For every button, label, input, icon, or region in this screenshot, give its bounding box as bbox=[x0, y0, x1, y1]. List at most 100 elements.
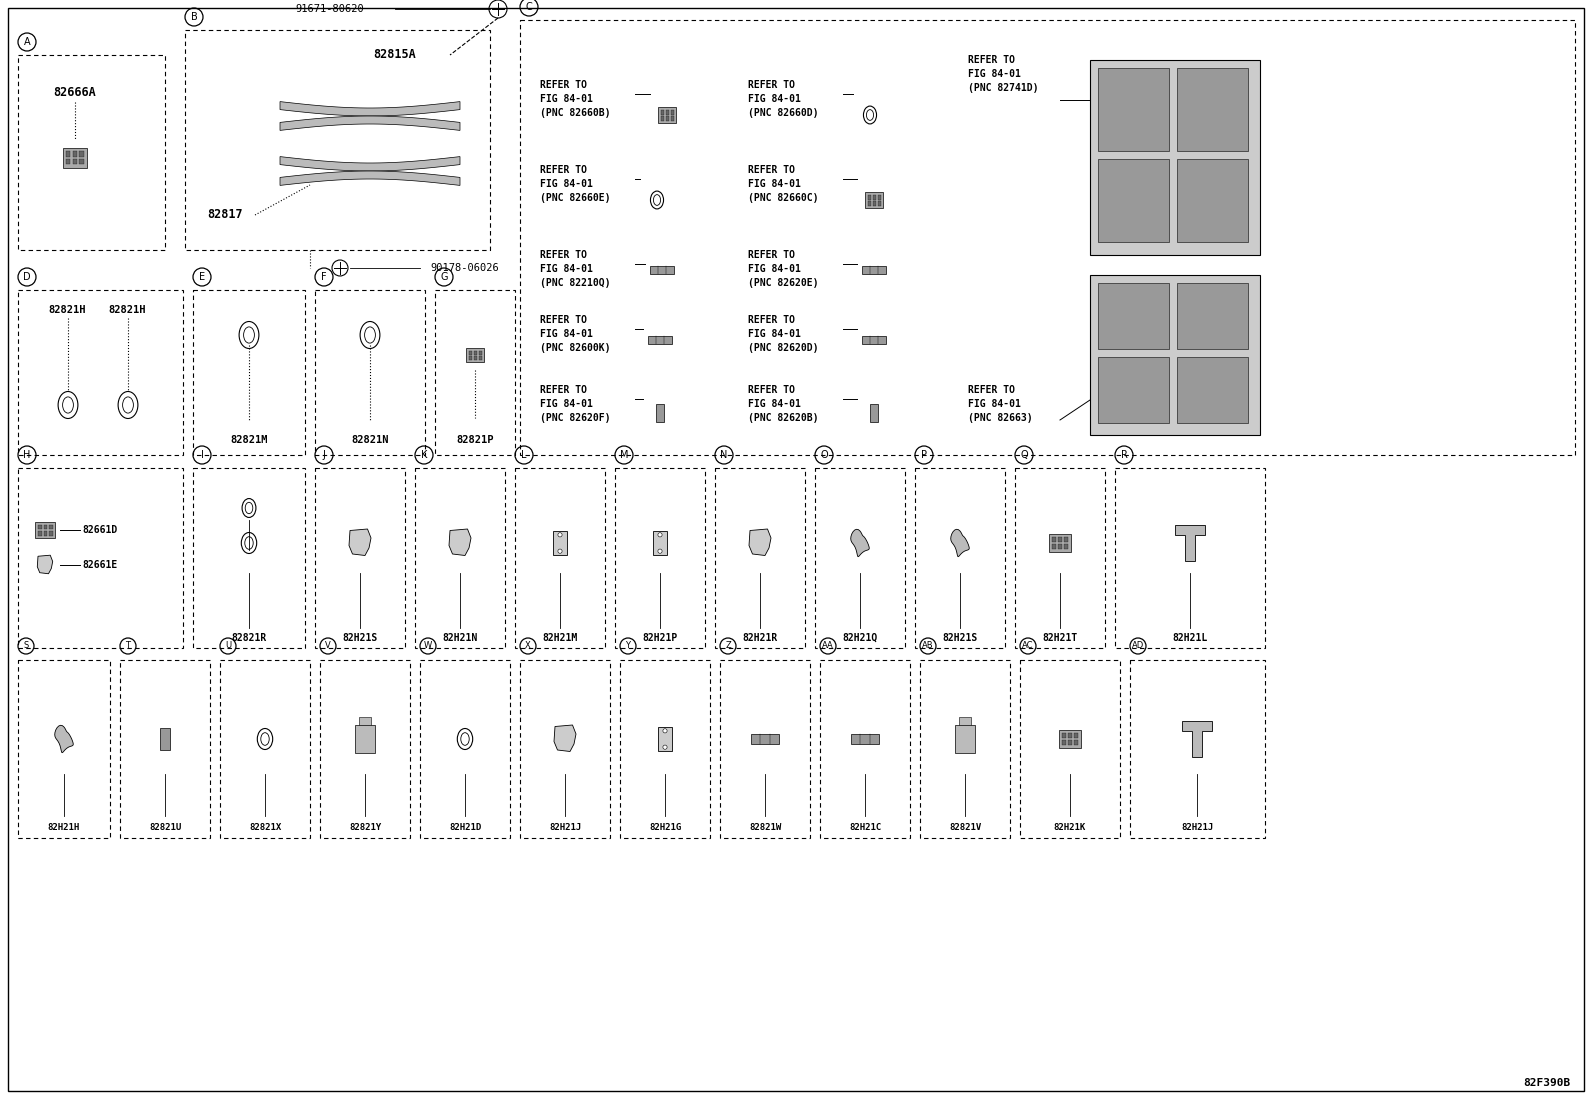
Text: 82821Y: 82821Y bbox=[349, 823, 380, 833]
Text: (PNC 82600K): (PNC 82600K) bbox=[540, 343, 610, 353]
Bar bbox=[1020, 660, 1121, 839]
Text: N: N bbox=[720, 449, 728, 460]
Text: Z: Z bbox=[724, 642, 731, 651]
Text: (PNC 82660D): (PNC 82660D) bbox=[748, 108, 818, 118]
Bar bbox=[872, 201, 876, 206]
Bar bbox=[1098, 159, 1169, 242]
Text: FIG 84-01: FIG 84-01 bbox=[748, 329, 801, 338]
Bar bbox=[1059, 544, 1062, 550]
Bar bbox=[479, 356, 482, 360]
Text: REFER TO: REFER TO bbox=[748, 165, 794, 175]
Bar bbox=[1062, 740, 1067, 745]
Bar bbox=[1063, 537, 1068, 542]
Bar bbox=[657, 108, 677, 123]
Text: REFER TO: REFER TO bbox=[748, 249, 794, 260]
Bar bbox=[514, 468, 605, 648]
Polygon shape bbox=[280, 156, 460, 171]
Text: P: P bbox=[922, 449, 927, 460]
Text: (PNC 82663): (PNC 82663) bbox=[968, 413, 1033, 423]
Text: (PNC 82660E): (PNC 82660E) bbox=[540, 193, 610, 203]
Bar bbox=[656, 403, 664, 422]
Text: REFER TO: REFER TO bbox=[540, 165, 587, 175]
Text: 82H21C: 82H21C bbox=[849, 823, 880, 833]
Circle shape bbox=[557, 533, 562, 537]
Bar bbox=[193, 468, 306, 648]
Polygon shape bbox=[748, 529, 771, 555]
Bar bbox=[670, 110, 675, 114]
Bar bbox=[65, 158, 70, 164]
Bar bbox=[863, 336, 885, 344]
Bar bbox=[38, 531, 41, 535]
Text: (PNC 82620E): (PNC 82620E) bbox=[748, 278, 818, 288]
Text: F: F bbox=[322, 271, 326, 282]
Text: FIG 84-01: FIG 84-01 bbox=[968, 69, 1020, 79]
Bar bbox=[670, 116, 675, 121]
Text: 90178-06026: 90178-06026 bbox=[430, 263, 498, 273]
Bar bbox=[1130, 660, 1266, 839]
Text: 82H21S: 82H21S bbox=[342, 633, 377, 643]
Bar bbox=[1059, 537, 1062, 542]
Text: G: G bbox=[441, 271, 447, 282]
Text: 82H21J: 82H21J bbox=[1181, 823, 1213, 833]
Bar bbox=[661, 110, 664, 114]
Text: Y: Y bbox=[626, 642, 630, 651]
Text: 82H21P: 82H21P bbox=[643, 633, 678, 643]
Bar bbox=[820, 660, 911, 839]
Text: (PNC 82660C): (PNC 82660C) bbox=[748, 193, 818, 203]
Text: D: D bbox=[24, 271, 30, 282]
Text: (PNC 82741D): (PNC 82741D) bbox=[968, 84, 1038, 93]
Text: 82821H: 82821H bbox=[48, 306, 86, 315]
Text: (PNC 82620D): (PNC 82620D) bbox=[748, 343, 818, 353]
Circle shape bbox=[557, 550, 562, 553]
Polygon shape bbox=[54, 725, 73, 753]
Bar bbox=[64, 148, 88, 168]
Text: (PNC 82620F): (PNC 82620F) bbox=[540, 413, 610, 423]
Text: AC: AC bbox=[1022, 642, 1033, 651]
Text: 82821V: 82821V bbox=[949, 823, 981, 833]
Text: 82661E: 82661E bbox=[83, 560, 118, 570]
Bar bbox=[474, 356, 478, 360]
Text: FIG 84-01: FIG 84-01 bbox=[540, 264, 592, 274]
Text: FIG 84-01: FIG 84-01 bbox=[748, 179, 801, 189]
Bar bbox=[65, 151, 70, 156]
Text: T: T bbox=[126, 642, 131, 651]
Bar bbox=[470, 356, 473, 360]
Bar bbox=[877, 196, 882, 200]
Text: U: U bbox=[224, 642, 231, 651]
Text: 82H21N: 82H21N bbox=[443, 633, 478, 643]
Text: 82821W: 82821W bbox=[748, 823, 782, 833]
Text: 82H21L: 82H21L bbox=[1172, 633, 1208, 643]
Text: 82H21K: 82H21K bbox=[1054, 823, 1086, 833]
Bar bbox=[915, 468, 1005, 648]
Bar bbox=[1176, 284, 1248, 349]
Bar bbox=[955, 725, 974, 753]
Text: 82H21H: 82H21H bbox=[48, 823, 80, 833]
Bar bbox=[1098, 357, 1169, 423]
Circle shape bbox=[662, 729, 667, 733]
Bar bbox=[1049, 534, 1071, 552]
Text: REFER TO: REFER TO bbox=[540, 385, 587, 395]
Text: 82661D: 82661D bbox=[83, 525, 118, 535]
Bar bbox=[1176, 357, 1248, 423]
Circle shape bbox=[657, 550, 662, 553]
Bar bbox=[1091, 60, 1259, 255]
Text: M: M bbox=[619, 449, 629, 460]
Bar bbox=[653, 531, 667, 555]
Bar bbox=[416, 468, 505, 648]
Text: FIG 84-01: FIG 84-01 bbox=[748, 95, 801, 104]
Bar bbox=[470, 351, 473, 355]
Bar bbox=[868, 196, 871, 200]
Bar bbox=[49, 525, 53, 530]
Bar bbox=[1176, 159, 1248, 242]
Bar bbox=[1091, 275, 1259, 435]
Text: FIG 84-01: FIG 84-01 bbox=[540, 399, 592, 409]
Bar bbox=[38, 525, 41, 530]
Bar bbox=[360, 717, 371, 725]
Polygon shape bbox=[950, 530, 970, 557]
Bar bbox=[615, 468, 705, 648]
Bar bbox=[80, 158, 83, 164]
Circle shape bbox=[662, 745, 667, 750]
Bar bbox=[73, 158, 76, 164]
Bar bbox=[868, 201, 871, 206]
Bar bbox=[220, 660, 310, 839]
